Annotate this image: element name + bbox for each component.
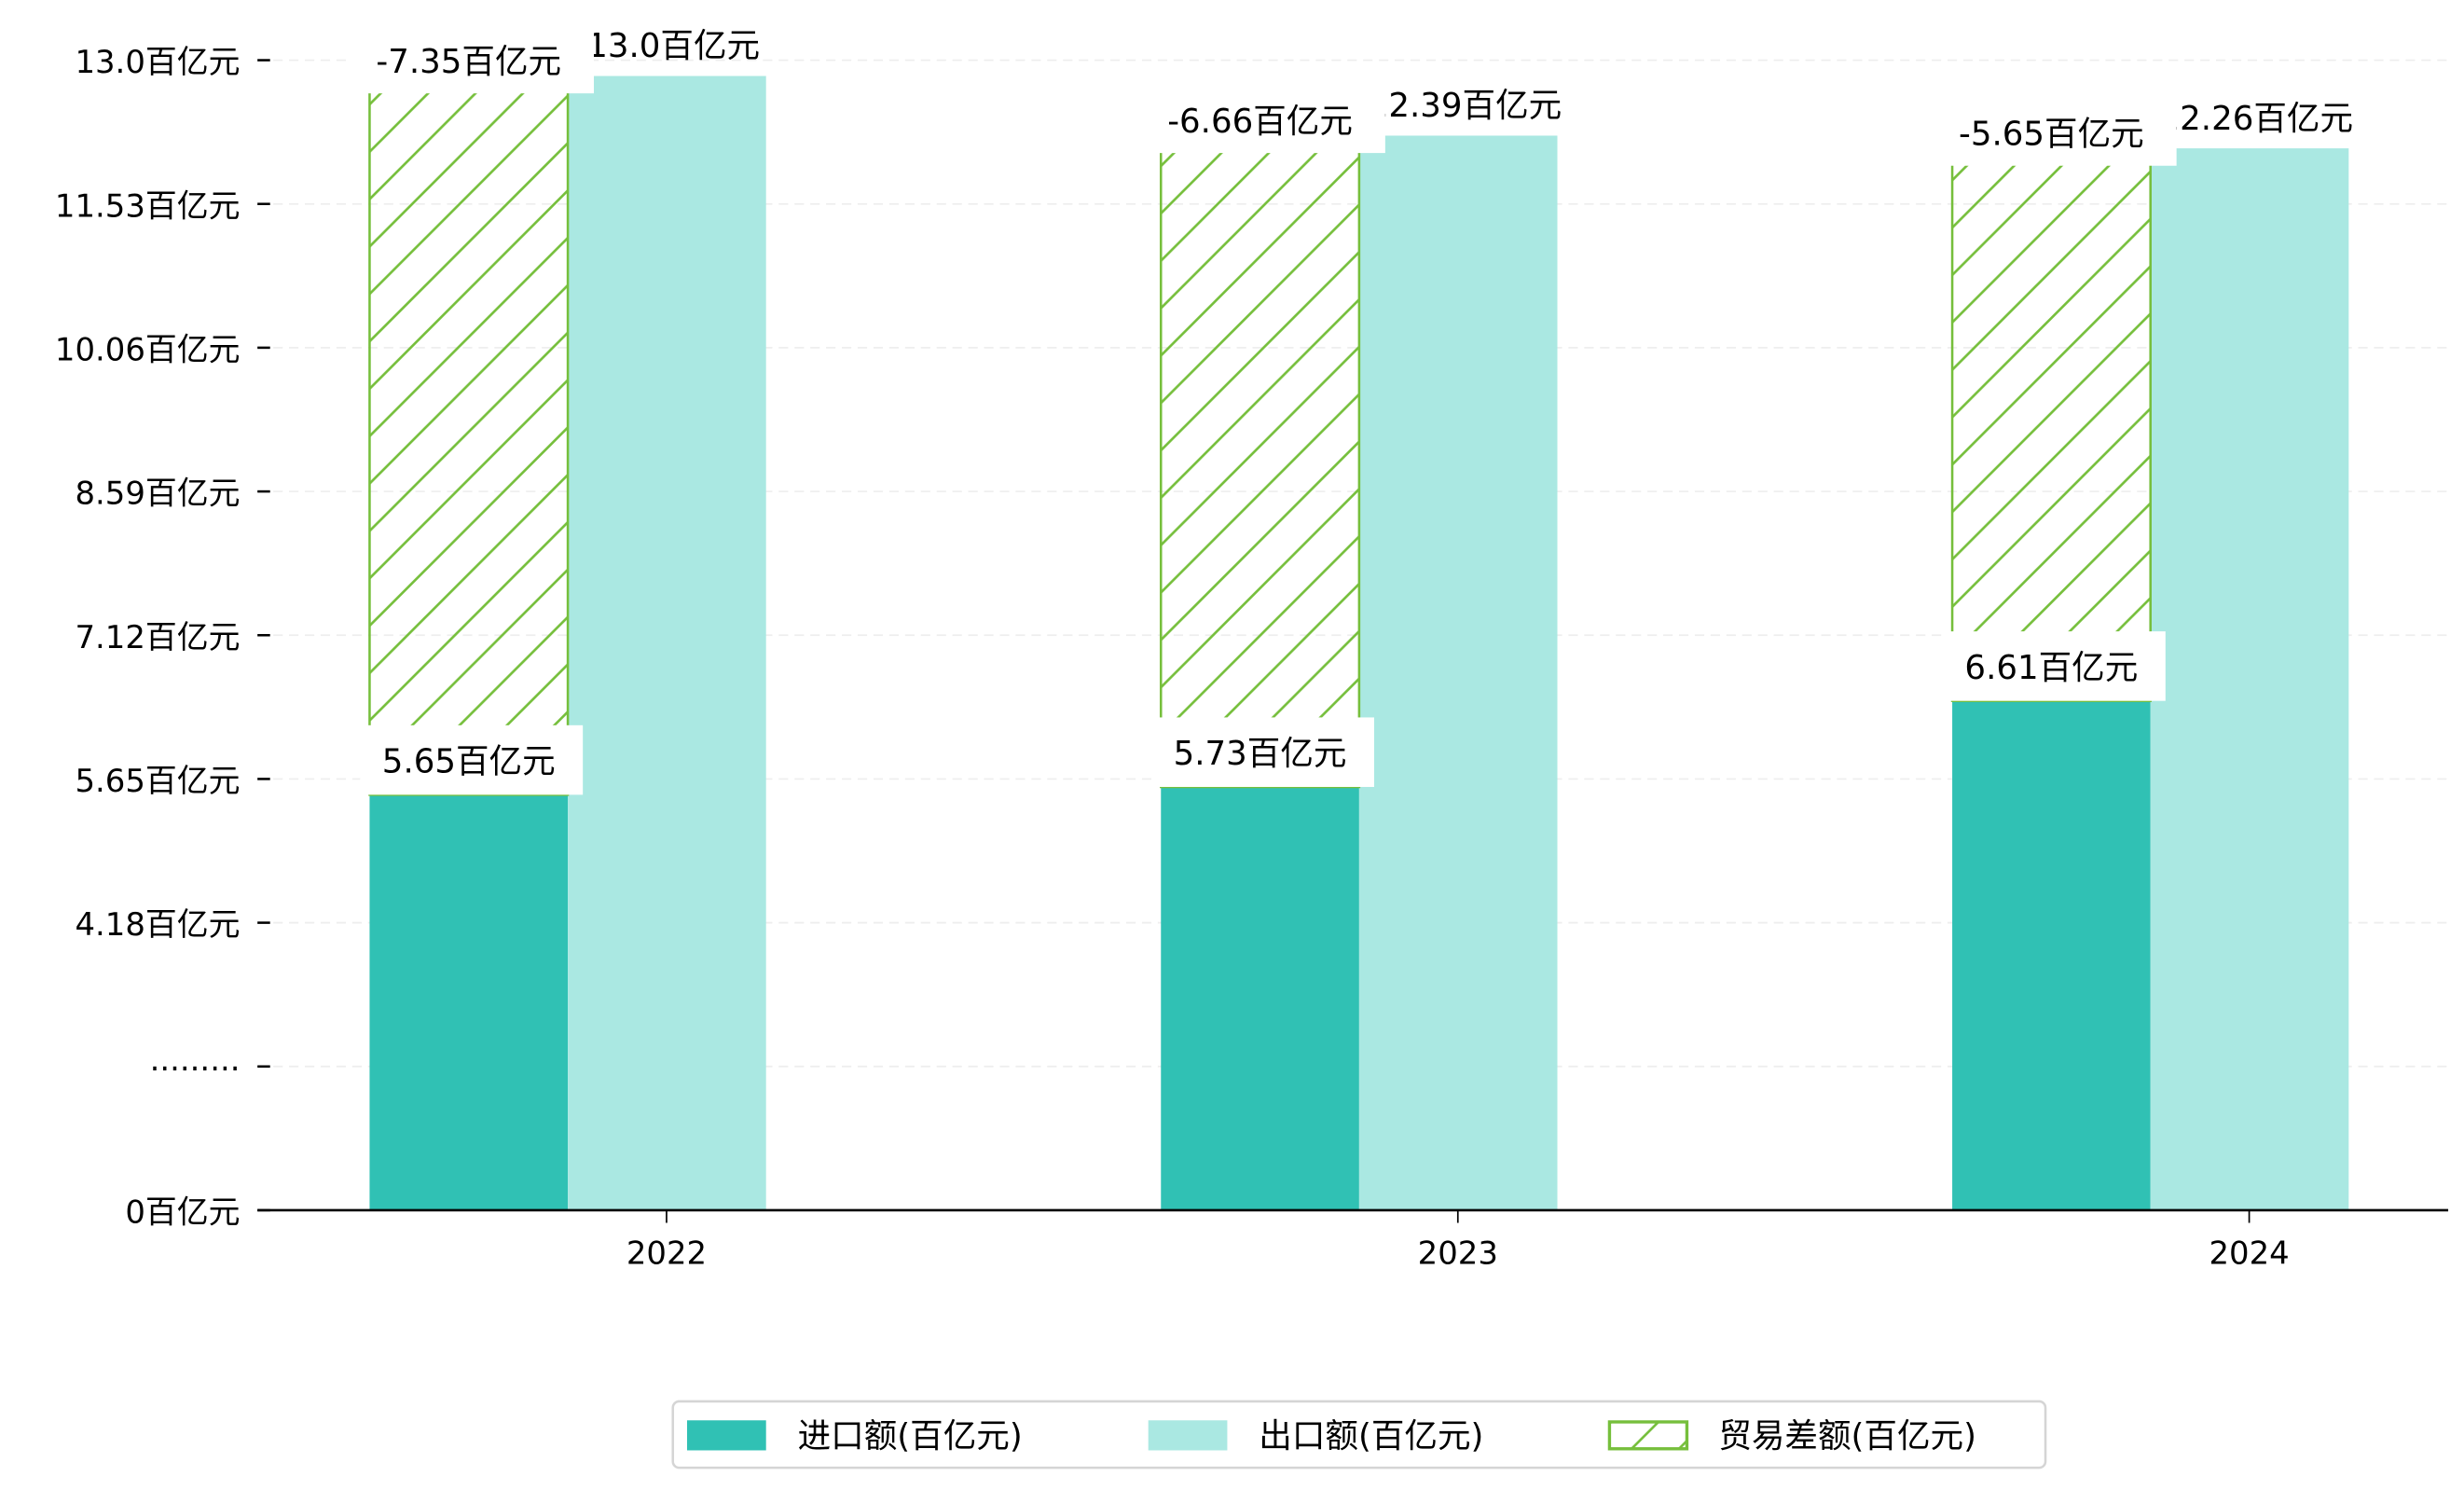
x-tick-label: 2024 xyxy=(2209,1235,2289,1272)
trade-balance-data-label: -6.66百亿元 xyxy=(1167,103,1353,141)
y-tick-label: 7.12百亿元 xyxy=(75,619,240,655)
legend-swatch xyxy=(1148,1420,1228,1451)
legend-swatch-hatched xyxy=(1607,1420,1689,1451)
label-background xyxy=(1942,631,2166,701)
trade-balance-data-label: -5.65百亿元 xyxy=(1959,116,2144,154)
label-background xyxy=(1141,90,1385,154)
label-background xyxy=(360,724,584,795)
label-background xyxy=(1151,717,1374,787)
legend-label: 出口额(百亿元) xyxy=(1259,1417,1483,1456)
export-data-label: 13.0百亿元 xyxy=(586,27,760,65)
legend-label: 进口额(百亿元) xyxy=(798,1417,1023,1456)
y-tick-label: 10.06百亿元 xyxy=(55,331,241,367)
export-data-label: 12.26百亿元 xyxy=(2159,100,2354,138)
trade-balance-bar xyxy=(368,75,570,796)
y-tick-label: 13.0百亿元 xyxy=(75,44,240,80)
legend: 进口额(百亿元) 出口额(百亿元) 贸易差额(百亿元) xyxy=(671,1400,2047,1469)
trade-balance-bar xyxy=(1159,134,1361,789)
x-tick-label: 2023 xyxy=(1418,1235,1498,1272)
import-data-label: 5.73百亿元 xyxy=(1174,735,1347,773)
export-bar xyxy=(1358,135,1558,1210)
label-background xyxy=(1933,102,2177,166)
import-bar xyxy=(1952,700,2151,1210)
import-bar xyxy=(369,794,569,1210)
legend-box xyxy=(671,1400,2047,1469)
trade-balance-data-label: -7.35百亿元 xyxy=(376,43,561,81)
x-tick-label: 2022 xyxy=(626,1235,707,1272)
legend-swatch xyxy=(686,1420,766,1451)
bars xyxy=(368,75,2349,1210)
label-background xyxy=(351,30,595,94)
export-bar xyxy=(568,76,766,1210)
axes: 0百亿元 ········· 4.18百亿元 5.65百亿元 7.12百亿元 8.59百亿… xyxy=(55,44,2449,1272)
y-tick-label: 4.18百亿元 xyxy=(75,906,240,943)
y-tick-label: 5.65百亿元 xyxy=(75,763,240,799)
data-labels: 13.0百亿元 -7.35百亿元 5.65百亿元 12.39百亿元 -6.66百亿元 5.… xyxy=(351,27,2354,795)
y-tick-label: ········· xyxy=(150,1050,241,1086)
legend-label: 贸易差额(百亿元) xyxy=(1718,1417,1976,1456)
trade-balance-bar xyxy=(1950,146,2152,702)
export-data-label: 12.39百亿元 xyxy=(1368,87,1562,125)
y-tick-label: 0百亿元 xyxy=(125,1194,240,1231)
y-tick-label: 8.59百亿元 xyxy=(75,476,240,512)
y-tick-label: 11.53百亿元 xyxy=(55,187,241,224)
import-data-label: 5.65百亿元 xyxy=(382,743,556,781)
export-bar xyxy=(2150,148,2349,1210)
import-bar xyxy=(1161,786,1359,1210)
import-data-label: 6.61百亿元 xyxy=(1964,649,2138,687)
